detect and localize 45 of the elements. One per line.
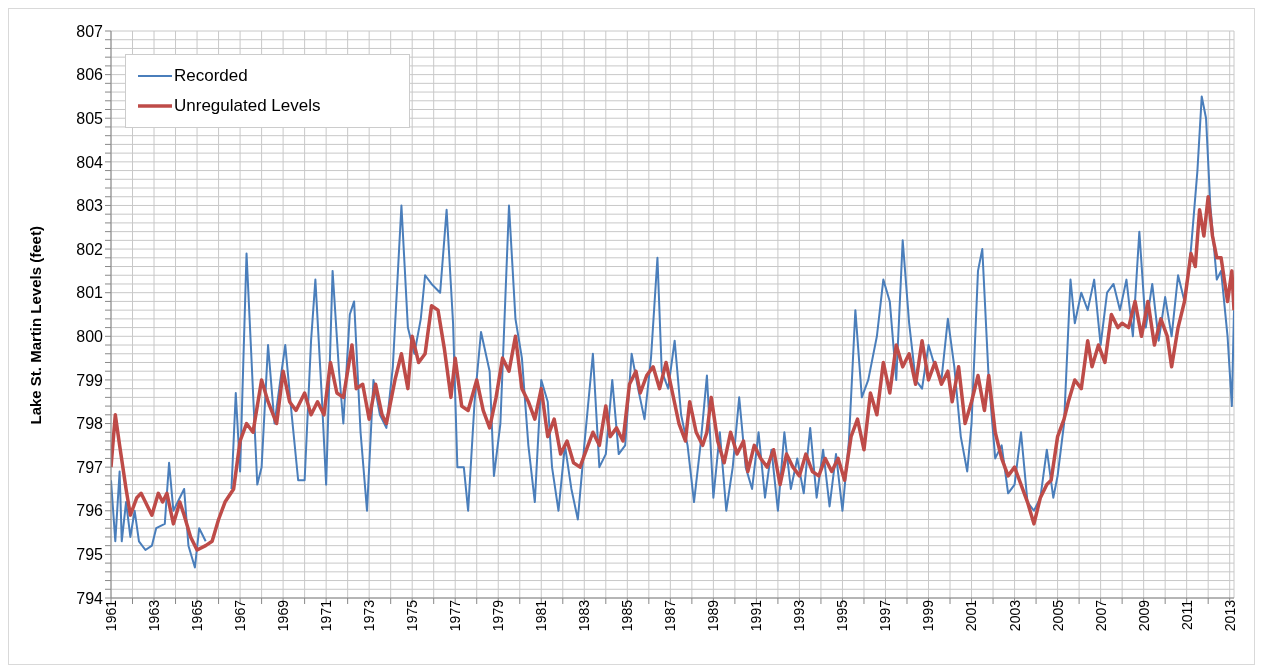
x-tick-label: 2009 — [1135, 599, 1152, 632]
x-tick-label: 1991 — [748, 599, 765, 632]
x-tick-label: 2003 — [1006, 599, 1023, 632]
x-tick-label: 2005 — [1049, 599, 1066, 632]
x-tick-label: 1995 — [834, 599, 851, 632]
y-tick-label: 802 — [76, 240, 104, 258]
x-tick-label: 1975 — [404, 599, 421, 632]
x-tick-label: 1967 — [232, 599, 249, 632]
y-tick-label: 798 — [76, 415, 104, 433]
x-tick-label: 1993 — [791, 599, 808, 632]
line-series — [111, 194, 1234, 552]
x-tick-label: 2011 — [1178, 599, 1195, 631]
x-tick-label: 1981 — [533, 599, 550, 632]
y-tick-label: 797 — [76, 458, 104, 476]
x-tick-label: 1999 — [920, 599, 937, 632]
y-tick-label: 807 — [76, 22, 104, 40]
x-tick-label: 1989 — [705, 599, 722, 632]
x-tick-label: 1983 — [576, 599, 593, 632]
y-tick-label: 800 — [76, 327, 104, 345]
x-tick-label: 1973 — [361, 599, 378, 632]
x-tick-label: 1965 — [188, 599, 205, 632]
y-tick-label: 799 — [76, 371, 104, 389]
y-axis-title: Lake St. Martin Levels (feet) — [27, 226, 45, 425]
y-tick-label: 794 — [76, 589, 104, 607]
y-tick-label: 796 — [76, 502, 104, 520]
x-tick-label: 1997 — [877, 599, 894, 632]
y-tick-label: 805 — [76, 109, 104, 127]
x-tick-label: 2001 — [963, 599, 980, 632]
x-tick-label: 1977 — [447, 599, 464, 632]
x-tick-label: 1971 — [318, 599, 335, 632]
x-tick-label: 1961 — [102, 599, 119, 632]
x-tick-label: 1979 — [490, 599, 507, 632]
x-tick-label: 1969 — [275, 599, 292, 632]
y-tick-label: 801 — [76, 284, 104, 302]
x-tick-label: 1985 — [619, 599, 636, 632]
x-tick-label: 2013 — [1221, 599, 1238, 632]
y-tick-label: 795 — [76, 546, 104, 564]
legend-label: Unregulated Levels — [174, 95, 321, 117]
x-tick-label: 1963 — [145, 599, 162, 632]
y-tick-label: 803 — [76, 197, 104, 215]
x-tick-label: 2007 — [1092, 599, 1109, 632]
y-tick-label: 806 — [76, 66, 104, 84]
legend-label: Recorded — [174, 65, 248, 87]
y-tick-label: 804 — [76, 153, 104, 171]
x-tick-label: 1987 — [662, 599, 679, 632]
